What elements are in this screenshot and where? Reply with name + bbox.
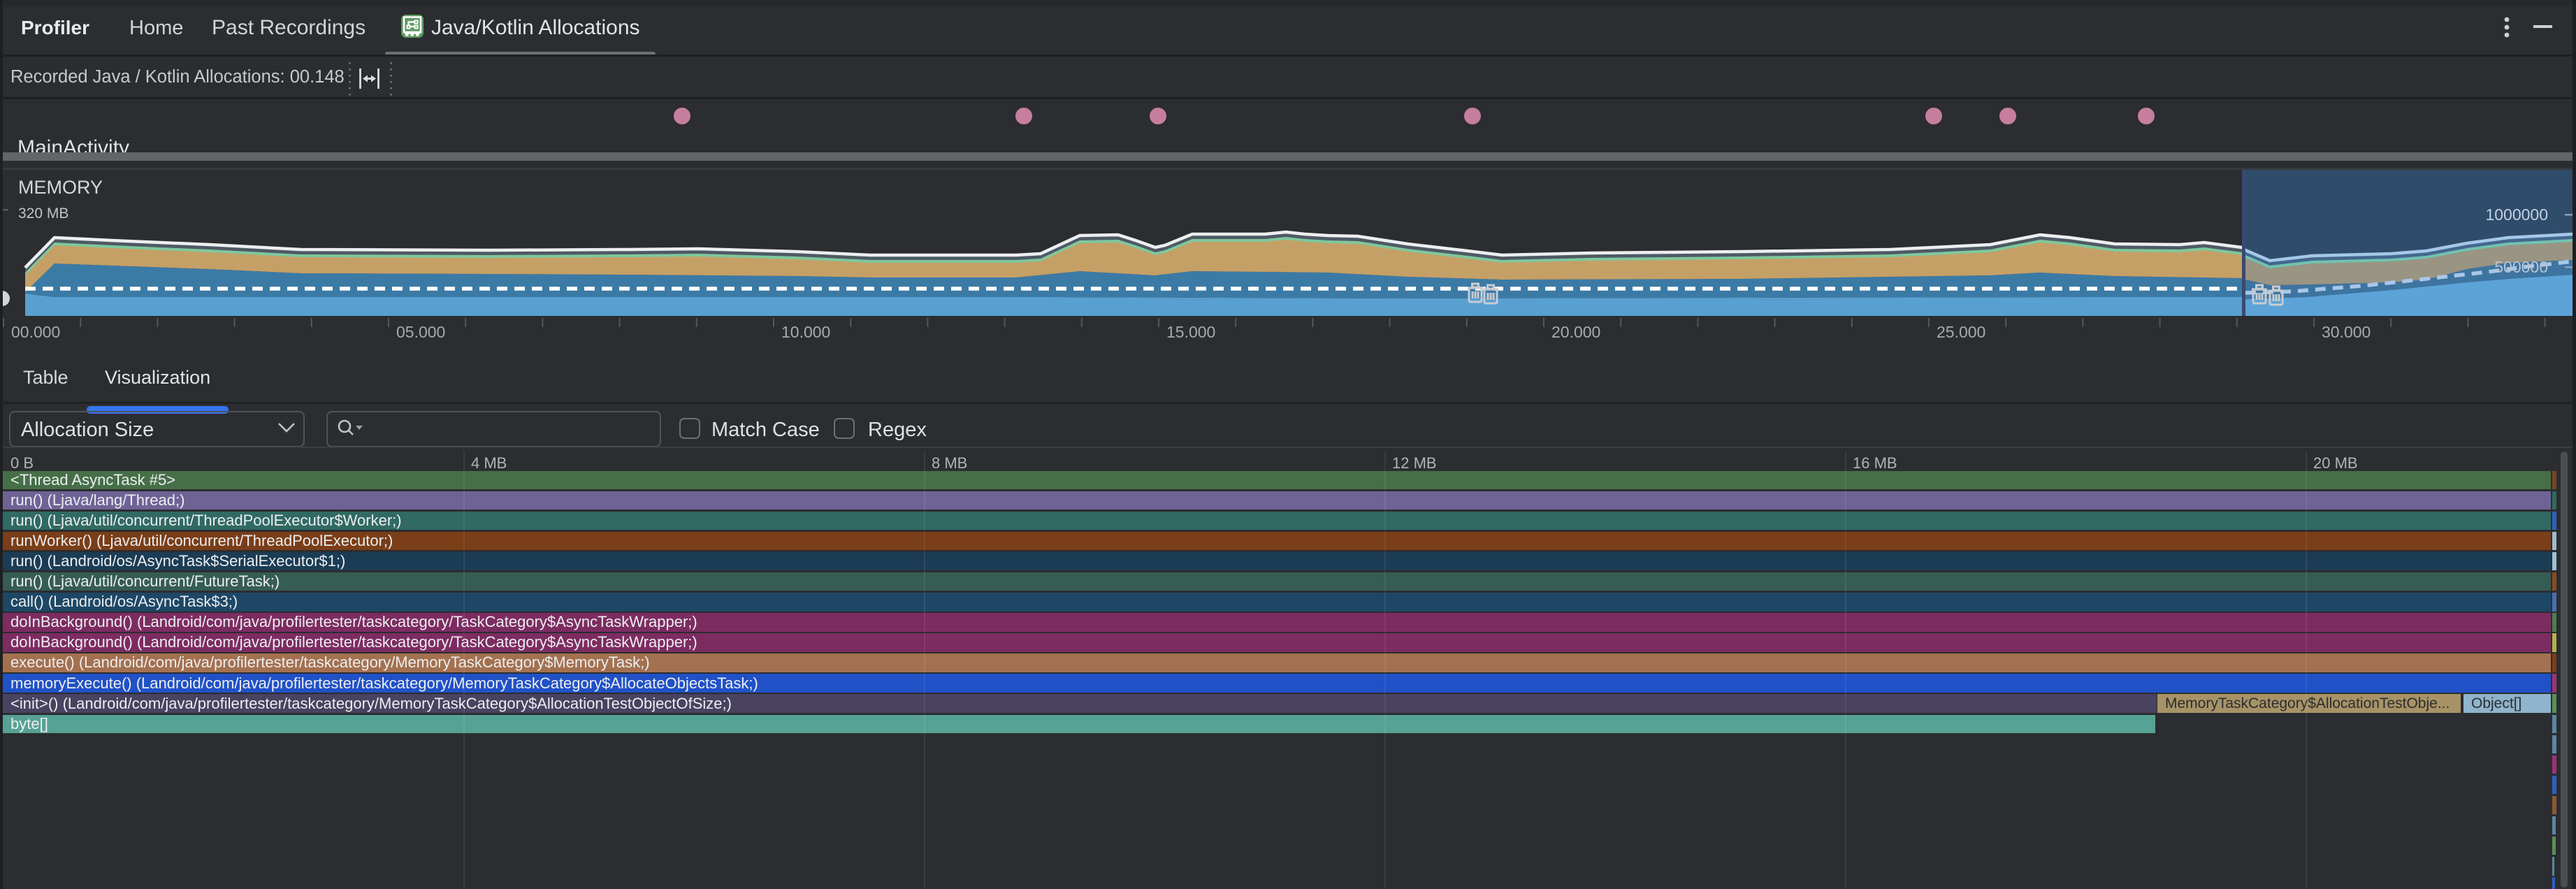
svg-text:25.000: 25.000	[1937, 323, 1985, 341]
svg-text:MEMORY: MEMORY	[18, 177, 103, 198]
svg-text:10.000: 10.000	[781, 323, 830, 341]
svg-text:20.000: 20.000	[1551, 323, 1600, 341]
svg-text:30.000: 30.000	[2322, 323, 2371, 341]
svg-text:05.000: 05.000	[396, 323, 445, 341]
svg-text:00.000: 00.000	[11, 323, 60, 341]
svg-text:15.000: 15.000	[1166, 323, 1215, 341]
svg-text:500000: 500000	[2494, 258, 2548, 276]
svg-text:1000000: 1000000	[2485, 205, 2548, 224]
svg-text:320 MB: 320 MB	[18, 205, 68, 222]
